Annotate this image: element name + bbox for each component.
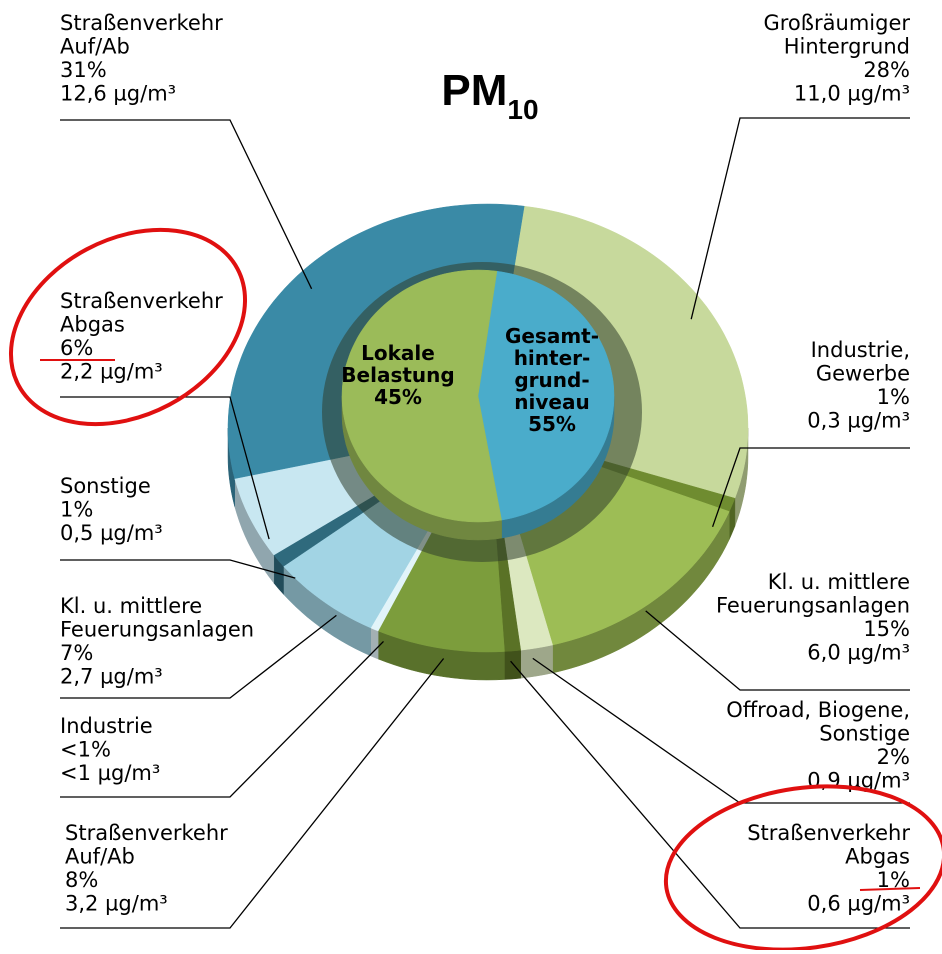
- slice-label-line: Gewerbe: [816, 362, 910, 386]
- slice-concentration-label: 3,2 µg/m³: [65, 892, 168, 916]
- chart-title: PM10: [441, 66, 538, 125]
- slice-value-label: 1%: [60, 498, 93, 522]
- slice-label-line: Abgas: [845, 845, 910, 869]
- leader-line: [690, 117, 910, 320]
- slice-label-line: Straßenverkehr: [65, 821, 228, 845]
- leader-line: [711, 447, 910, 528]
- inner-label-line: grund-: [514, 368, 589, 392]
- slice-concentration-label: 2,2 µg/m³: [60, 360, 163, 384]
- slice-concentration-label: 6,0 µg/m³: [807, 641, 910, 665]
- highlight-ellipse: [8, 227, 248, 427]
- pie: Lokale Belastung 45% Gesamt-hinter-grund-ni…: [227, 203, 749, 681]
- slice-label-line: Abgas: [60, 313, 125, 337]
- inner-value-label: 55%: [528, 412, 576, 436]
- slice: [341, 269, 502, 523]
- slice-label-line: Offroad, Biogene,: [726, 698, 910, 722]
- leader-line: [60, 559, 296, 579]
- slice-value-label: 1%: [877, 385, 910, 409]
- slice-value-label: 31%: [60, 58, 107, 82]
- slice-label-line: Feuerungsanlagen: [716, 594, 910, 618]
- slice-label: Straßenverkehr Abgas 1% 0,6 µg/m³: [747, 821, 910, 916]
- inner-label-line: Belastung: [341, 363, 454, 387]
- slice-label: Sonstige 1% 0,5 µg/m³: [60, 474, 163, 545]
- slice-value-label: 6%: [60, 336, 93, 360]
- slice-concentration-label: 12,6 µg/m³: [60, 82, 176, 106]
- slice-label: Industrie <1% <1 µg/m³: [60, 714, 160, 785]
- title-subscript: 10: [507, 94, 538, 125]
- highlight-ellipse: [663, 784, 942, 952]
- slice-label-line: Industrie: [60, 714, 153, 738]
- slice-label: Großräumiger Hintergrund 28% 11,0 µg/m³: [763, 11, 910, 106]
- slice-concentration-label: 2,7 µg/m³: [60, 665, 163, 689]
- leader-line: [60, 396, 270, 540]
- leader-line: [60, 614, 337, 699]
- slice-label: Straßenverkehr Abgas 6% 2,2 µg/m³: [60, 289, 223, 384]
- slice-label-line: Großräumiger: [763, 11, 910, 35]
- slice-side: [370, 627, 379, 660]
- labels: Großräumiger Hintergrund 28% 11,0 µg/m³ Indu…: [60, 11, 910, 929]
- slice-label: Kl. u. mittlere Feuerungsanlagen 15% 6,0 µg…: [716, 570, 910, 665]
- strike-mark: [859, 887, 921, 891]
- slice-label-line: Straßenverkehr: [747, 821, 910, 845]
- slice-label-line: Feuerungsanlagen: [60, 618, 254, 642]
- slice-value-label: 2%: [877, 745, 910, 769]
- slice: [477, 270, 615, 521]
- slice-label-line: Hintergrund: [784, 35, 910, 59]
- slice-concentration-label: 0,6 µg/m³: [807, 892, 910, 916]
- slice-label: Straßenverkehr Auf/Ab 8% 3,2 µg/m³: [65, 821, 228, 916]
- leader-line: [510, 660, 910, 929]
- slice-label-line: Industrie,: [811, 338, 910, 362]
- inner-label-line: Lokale: [361, 341, 435, 365]
- slice-label: Kl. u. mittlere Feuerungsanlagen 7% 2,7 µg/…: [60, 594, 254, 689]
- leader-line: [60, 658, 445, 929]
- slice-label-line: Kl. u. mittlere: [60, 594, 202, 618]
- slice-label-line: Auf/Ab: [65, 845, 135, 869]
- slice-value-label: <1%: [60, 738, 111, 762]
- slice-side: [504, 649, 521, 680]
- slice-value-label: 7%: [60, 641, 93, 665]
- slice-label-line: Straßenverkehr: [60, 289, 223, 313]
- slice-value-label: 28%: [863, 58, 910, 82]
- slice-label: Straßenverkehr Auf/Ab 31% 12,6 µg/m³: [60, 11, 223, 106]
- slice-concentration-label: <1 µg/m³: [60, 761, 160, 785]
- inner-label: Gesamt-hinter-grund-niveau 55%: [505, 324, 599, 436]
- slice-label: Industrie, Gewerbe 1% 0,3 µg/m³: [807, 338, 910, 433]
- slice-concentration-label: 0,3 µg/m³: [807, 409, 910, 433]
- slice-concentration-label: 11,0 µg/m³: [794, 82, 910, 106]
- slice-label-line: Sonstige: [819, 722, 910, 746]
- slice-label-line: Straßenverkehr: [60, 11, 223, 35]
- inner-value-label: 45%: [374, 385, 422, 409]
- title-main: PM: [441, 66, 507, 115]
- slice-concentration-label: 0,5 µg/m³: [60, 521, 163, 545]
- slice-value-label: 8%: [65, 868, 98, 892]
- inner-label-line: hinter-: [514, 346, 591, 370]
- slice-value-label: 15%: [863, 617, 910, 641]
- inner-label-line: niveau: [514, 390, 589, 414]
- inner-label: Lokale Belastung 45%: [341, 341, 454, 409]
- slice-label-line: Kl. u. mittlere: [768, 570, 910, 594]
- inner-label-line: Gesamt-: [505, 324, 599, 348]
- leader-line: [645, 610, 910, 691]
- slice-label-line: Auf/Ab: [60, 35, 130, 59]
- leader-line: [60, 640, 384, 798]
- slice-label-line: Sonstige: [60, 474, 151, 498]
- slice-label: Offroad, Biogene, Sonstige 2% 0,9 µg/m³: [726, 698, 910, 793]
- leader-line: [60, 119, 313, 290]
